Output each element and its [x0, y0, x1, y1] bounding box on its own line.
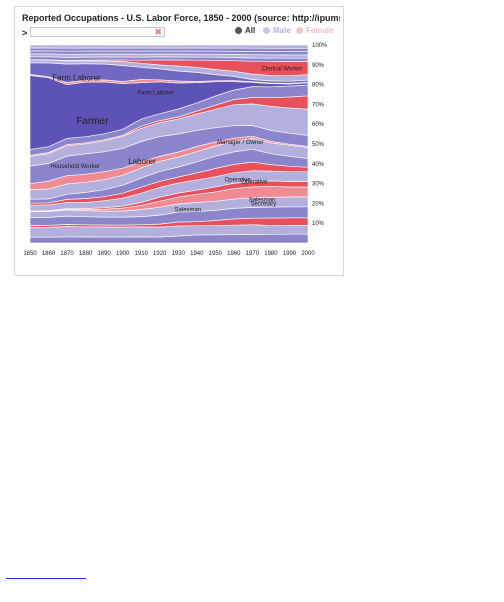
y-tick-label: 100% — [312, 43, 328, 49]
y-tick-label: 80% — [312, 83, 325, 89]
x-tick-label: 2000 — [301, 251, 315, 257]
y-tick-label: 50% — [312, 142, 325, 148]
x-tick-label: 1880 — [79, 251, 93, 257]
x-tick-label: 1930 — [172, 251, 186, 257]
x-tick-label: 1990 — [283, 251, 297, 257]
bottom-link-underline[interactable] — [6, 578, 86, 579]
x-tick-label: 1940 — [190, 251, 204, 257]
series-label: Farm Laborer — [137, 91, 173, 97]
x-tick-label: 1970 — [246, 251, 260, 257]
series-label: Clerical Worker — [262, 67, 303, 73]
series-label: Salesman — [175, 207, 202, 213]
x-tick-label: 1900 — [116, 251, 130, 257]
y-tick-label: 10% — [312, 221, 325, 227]
stacked-area-chart: 10% 20% 30% 40% 50% 60% 70% 80% 90% 100% 1850 1860 1… — [15, 7, 343, 275]
series-label: Household Worker — [50, 164, 100, 170]
x-tick-label: 1870 — [60, 251, 74, 257]
series-label: Laborer — [128, 157, 156, 166]
y-tick-label: 20% — [312, 201, 325, 207]
x-tick-label: 1950 — [209, 251, 223, 257]
x-tick-label: 1850 — [23, 251, 37, 257]
area-series-25 — [30, 45, 308, 48]
y-tick-label: 70% — [312, 102, 325, 108]
y-tick-label: 30% — [312, 182, 325, 188]
x-tick-label: 1910 — [135, 251, 149, 257]
x-tick-label: 1980 — [264, 251, 278, 257]
series-label: Manager / Owner — [217, 140, 263, 146]
x-tick-label: 1860 — [42, 251, 56, 257]
chart-panel: Reported Occupations - U.S. Labor Force,… — [14, 6, 344, 276]
y-tick-label: 90% — [312, 63, 325, 69]
x-tick-label: 1920 — [153, 251, 167, 257]
series-label: Secretary — [251, 201, 277, 207]
series-label: Farm Laborer — [52, 74, 101, 83]
x-tick-label: 1960 — [227, 251, 241, 257]
y-tick-label: 40% — [312, 162, 325, 168]
series-label: Farmer — [76, 116, 109, 127]
x-tick-label: 1890 — [97, 251, 111, 257]
series-label: Operative — [241, 180, 268, 186]
y-tick-label: 60% — [312, 122, 325, 128]
